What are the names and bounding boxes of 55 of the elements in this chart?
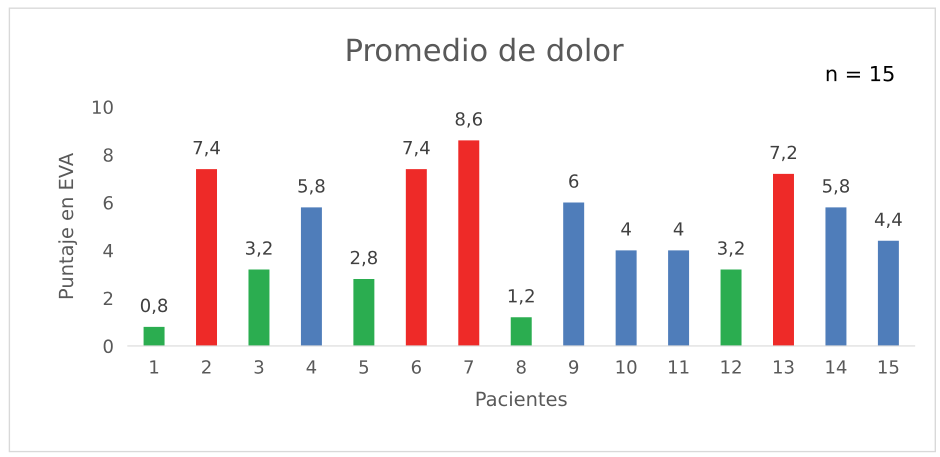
- x-tick-label: 3: [254, 360, 264, 374]
- bar: [825, 207, 846, 346]
- data-label: 4: [621, 222, 631, 236]
- data-label: 7,4: [403, 141, 430, 156]
- data-label: 2,8: [350, 250, 377, 266]
- bar: [300, 207, 322, 346]
- y-tick-label: 2: [104, 292, 112, 306]
- bar: [406, 169, 427, 346]
- bar: [458, 140, 480, 346]
- bar: [510, 317, 532, 346]
- x-tick-label: 1: [150, 360, 158, 374]
- data-label: 3,2: [246, 241, 272, 257]
- text: n = 15: [826, 66, 894, 82]
- data-label: 4,4: [874, 212, 902, 228]
- y-tick-label: 8: [104, 148, 113, 162]
- x-tick-label: 8: [516, 360, 526, 374]
- x-tick-label: 9: [569, 360, 578, 374]
- data-label: 6: [569, 174, 578, 188]
- x-tick-label: 6: [412, 360, 421, 374]
- data-label: 5,8: [822, 179, 850, 195]
- x-tick-label: 5: [360, 360, 368, 374]
- bar: [616, 250, 637, 346]
- bar: [196, 169, 218, 346]
- chart-title: Promedio de dolor: [348, 38, 624, 62]
- y-tick-label: 10: [92, 100, 113, 114]
- bar: [878, 240, 899, 346]
- x-tick-label: 7: [464, 360, 473, 374]
- y-tick-label: 0: [104, 339, 113, 354]
- data-label: 3,2: [718, 241, 744, 257]
- y-axis-title: Puntaje en EVA: [58, 152, 78, 298]
- bar: [353, 279, 374, 346]
- bar: [563, 202, 584, 346]
- x-tick-label: 2: [202, 360, 210, 374]
- bar: [720, 269, 742, 346]
- x-tick-label: 11: [669, 360, 688, 374]
- data-label: 1,2: [508, 289, 534, 304]
- y-tick-label: 6: [104, 196, 113, 210]
- bar: [773, 174, 794, 346]
- bar: [668, 250, 690, 346]
- x-tick-label: 15: [878, 360, 898, 374]
- bar: [248, 269, 270, 346]
- x-tick-label: 12: [722, 360, 741, 374]
- x-tick-label: 14: [826, 360, 846, 374]
- x-tick-label: 4: [306, 360, 316, 374]
- data-label: 8,6: [456, 112, 482, 128]
- x-axis-title: Pacientes: [476, 391, 567, 406]
- x-tick-label: 10: [616, 360, 636, 374]
- x-tick-label: 13: [774, 360, 794, 374]
- bar: [144, 326, 165, 346]
- y-tick-label: 4: [103, 244, 113, 258]
- data-label: 7,2: [770, 146, 796, 162]
- data-label: 4: [674, 222, 684, 236]
- data-label: 0,8: [140, 298, 168, 314]
- data-label: 5,8: [298, 179, 325, 195]
- data-label: 7,4: [194, 141, 220, 156]
